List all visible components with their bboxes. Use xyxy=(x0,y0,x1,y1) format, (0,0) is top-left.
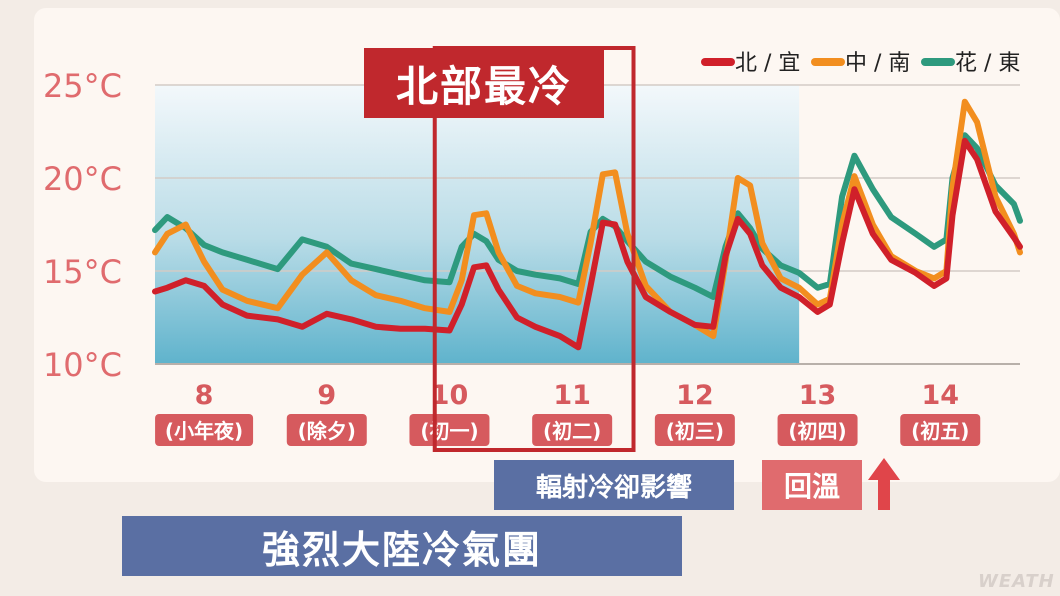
x-tick-label: (除夕) xyxy=(298,419,356,443)
x-tick-day: 11 xyxy=(553,380,591,411)
y-tick-label: 20°C xyxy=(43,160,122,198)
legend-label: 中 / 南 xyxy=(845,51,910,76)
x-tick-day: 10 xyxy=(431,380,469,411)
y-tick-label: 10°C xyxy=(43,346,122,384)
x-tick-label: (初一) xyxy=(420,419,478,443)
x-tick-label-bg xyxy=(777,414,858,446)
x-tick-label-bg xyxy=(286,414,367,446)
legend-label: 花 / 東 xyxy=(955,51,1020,76)
x-tick-label: (初二) xyxy=(543,419,601,443)
x-tick-label: (初五) xyxy=(911,419,969,443)
y-tick-label: 15°C xyxy=(43,253,122,291)
series-lines xyxy=(152,98,1023,351)
watermark: WEATH xyxy=(978,571,1055,592)
y-tick-label: 25°C xyxy=(43,67,122,105)
cold-air-mass-label: 強烈大陸冷氣團 xyxy=(122,516,682,576)
x-tick-day: 8 xyxy=(195,380,214,411)
radiative-cooling-label: 輻射冷卻影響 xyxy=(494,460,734,510)
x-tick-label-bg xyxy=(155,414,254,446)
x-tick-day: 9 xyxy=(317,380,336,411)
series-line-0 xyxy=(152,137,1023,351)
x-tick-day: 13 xyxy=(799,380,837,411)
y-axis-ticks: 10°C 15°C 20°C 25°C xyxy=(43,67,122,384)
legend-label: 北 / 宜 xyxy=(735,51,800,76)
x-tick-label: (初四) xyxy=(788,419,846,443)
cold-period-shading xyxy=(155,85,800,364)
legend: 北 / 宜 中 / 南 花 / 東 xyxy=(701,51,1020,76)
x-axis-ticks: 8 (小年夜) 9 (除夕) 10 (初一) 11 (初二) 12 (初三) 13 (初四) 14 (初五… xyxy=(155,380,981,446)
x-tick-label-bg xyxy=(409,414,490,446)
warming-label: 回溫 xyxy=(762,460,862,510)
x-tick-day: 14 xyxy=(921,380,959,411)
x-tick-label: (小年夜) xyxy=(165,419,243,443)
highlight-title: 北部最冷 xyxy=(364,48,604,118)
x-tick-label-bg xyxy=(900,414,981,446)
x-tick-label-bg xyxy=(532,414,613,446)
x-tick-label: (初三) xyxy=(666,419,724,443)
up-arrow-icon xyxy=(868,458,900,510)
x-tick-day: 12 xyxy=(676,380,714,411)
x-tick-label-bg xyxy=(654,414,735,446)
